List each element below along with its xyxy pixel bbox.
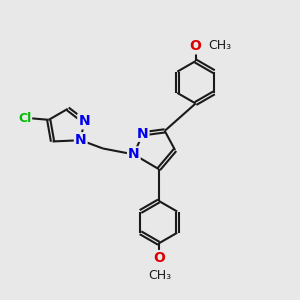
Text: N: N xyxy=(78,114,90,128)
Text: N: N xyxy=(75,133,87,147)
Text: Cl: Cl xyxy=(18,112,31,125)
Text: CH₃: CH₃ xyxy=(208,39,231,52)
Text: N: N xyxy=(128,147,140,161)
Text: N: N xyxy=(137,127,148,141)
Text: O: O xyxy=(190,39,202,53)
Text: CH₃: CH₃ xyxy=(148,269,171,282)
Text: O: O xyxy=(153,251,165,265)
